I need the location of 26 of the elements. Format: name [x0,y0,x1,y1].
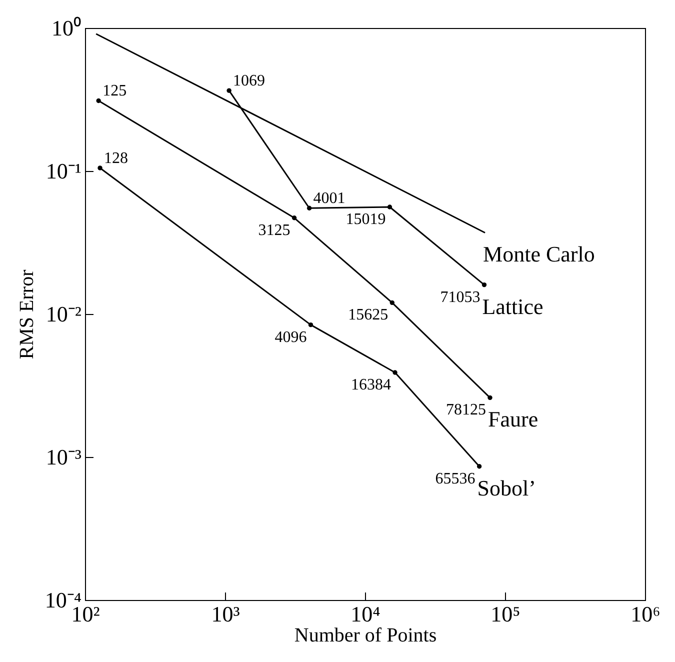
y-tick-label: 10⁰ [52,16,82,40]
annotation: 3125 [258,222,290,239]
annotation: 71053 [440,288,480,306]
annotation: 4001 [313,190,346,208]
annotation: 16384 [351,376,392,394]
annotation: 78125 [446,402,486,419]
annotation: 125 [102,82,127,100]
x-axis-title: Number of Points [294,624,437,646]
x-tick-label: 10⁴ [350,602,381,626]
series-label: Faure [488,406,538,432]
series-label: Sobol’ [477,475,536,500]
y-axis-title: RMS Error [16,269,38,360]
y-tick-label: 10⁻³ [46,444,82,470]
annotation: 128 [104,150,128,167]
annotation: 65536 [435,470,476,488]
series-label: Monte Carlo [483,242,595,267]
annotation: 4096 [274,328,307,346]
y-tick-label: 10⁻² [46,302,82,326]
x-tick-label: 10³ [211,602,240,626]
annotation: 1069 [233,72,266,90]
annotation: 15625 [348,306,388,324]
series-label: Lattice [482,294,544,319]
x-tick-label: 10⁶ [630,602,660,626]
annotation: 15019 [346,211,386,228]
y-tick-label: 10⁻¹ [46,158,82,184]
x-tick-label: 10⁵ [490,602,520,626]
